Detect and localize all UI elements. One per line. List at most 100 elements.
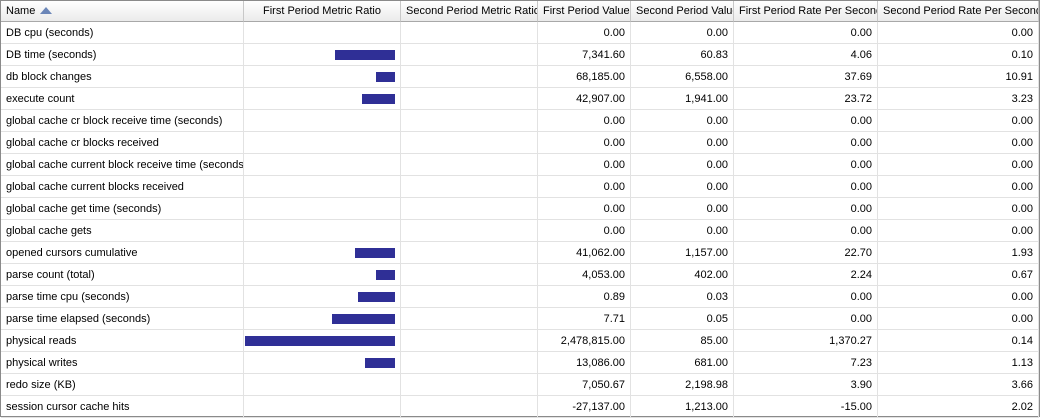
value-cell: 0.00 [631, 198, 734, 220]
value-cell-text: 2.24 [850, 269, 872, 281]
value-cell-text: 0.00 [603, 203, 625, 215]
row-name-text: execute count [6, 93, 75, 105]
value-cell: 0.00 [734, 22, 878, 44]
value-cell-text: 3.66 [1011, 379, 1033, 391]
value-cell-text: 0.00 [706, 115, 728, 127]
value-cell: 0.00 [878, 198, 1039, 220]
value-cell-text: 0.00 [1011, 291, 1033, 303]
column-header[interactable]: Name [1, 1, 244, 22]
value-cell-text: 0.00 [1011, 27, 1033, 39]
value-cell-text: 0.00 [603, 115, 625, 127]
sort-arrow[interactable] [40, 7, 53, 14]
value-cell: 0.00 [538, 132, 631, 154]
ratio-cell [244, 154, 401, 176]
value-cell: -27,137.00 [538, 396, 631, 418]
value-cell-text: 0.00 [1011, 159, 1033, 171]
value-cell-text: 0.00 [1011, 203, 1033, 215]
column-header[interactable]: First Period Metric Ratio [244, 1, 401, 22]
value-cell-text: 0.00 [1011, 137, 1033, 149]
value-cell-text: 2,478,815.00 [560, 335, 625, 347]
row-name: parse time cpu (seconds) [1, 286, 244, 308]
value-cell-text: 0.00 [706, 137, 728, 149]
value-cell: 0.00 [631, 132, 734, 154]
ratio-cell [401, 330, 538, 352]
ratio-cell [244, 176, 401, 198]
value-cell: 4.06 [734, 44, 878, 66]
row-name-text: global cache gets [6, 225, 92, 237]
value-cell: 0.00 [878, 286, 1039, 308]
value-cell: 0.10 [878, 44, 1039, 66]
value-cell: 85.00 [631, 330, 734, 352]
ratio-cell [244, 88, 401, 110]
row-name-text: DB time (seconds) [6, 49, 97, 61]
ratio-cell [401, 374, 538, 396]
column-header-text: First Period Metric Ratio [263, 5, 381, 17]
ratio-cell [244, 110, 401, 132]
ratio-cell [401, 176, 538, 198]
row-name: global cache current block receive time … [1, 154, 244, 176]
ratio-cell [401, 88, 538, 110]
column-header-text: First Period Value [543, 5, 630, 17]
value-cell-text: 1,213.00 [685, 401, 728, 413]
column-header[interactable]: Second Period Value [631, 1, 734, 22]
ratio-bar [365, 358, 395, 368]
row-name-text: global cache cr block receive time (seco… [6, 115, 223, 127]
value-cell-text: 10.91 [1005, 71, 1033, 83]
value-cell-text: 68,185.00 [576, 71, 625, 83]
value-cell-text: 60.83 [700, 49, 728, 61]
value-cell: 7,050.67 [538, 374, 631, 396]
ratio-cell [244, 374, 401, 396]
ratio-cell [401, 66, 538, 88]
value-cell-text: 42,907.00 [576, 93, 625, 105]
ratio-cell [244, 286, 401, 308]
value-cell-text: 41,062.00 [576, 247, 625, 259]
ratio-cell [244, 220, 401, 242]
value-cell-text: 1,941.00 [685, 93, 728, 105]
value-cell: 2.24 [734, 264, 878, 286]
value-cell: 681.00 [631, 352, 734, 374]
ratio-cell [244, 66, 401, 88]
row-name-text: parse time elapsed (seconds) [6, 313, 151, 325]
ratio-cell [401, 264, 538, 286]
value-cell-text: 0.10 [1011, 49, 1033, 61]
column-header[interactable]: Second Period Rate Per Second [878, 1, 1039, 22]
ratio-bar [362, 94, 395, 104]
value-cell-text: 0.00 [850, 27, 872, 39]
value-cell-text: 0.00 [1011, 181, 1033, 193]
ratio-cell [401, 396, 538, 418]
value-cell: 1.93 [878, 242, 1039, 264]
column-header[interactable]: Second Period Metric Ratio [401, 1, 538, 22]
ratio-cell [244, 132, 401, 154]
value-cell-text: 0.00 [850, 181, 872, 193]
value-cell: 0.00 [734, 132, 878, 154]
value-cell: 1,213.00 [631, 396, 734, 418]
ratio-bar [354, 248, 395, 258]
value-cell-text: 0.00 [850, 159, 872, 171]
value-cell: 0.00 [878, 176, 1039, 198]
value-cell-text: 2,198.98 [685, 379, 728, 391]
row-name: session cursor cache hits [1, 396, 244, 418]
column-header-text: Name [6, 5, 36, 17]
value-cell-text: 0.00 [603, 181, 625, 193]
row-name: global cache cr block receive time (seco… [1, 110, 244, 132]
value-cell: 0.00 [878, 132, 1039, 154]
value-cell-text: 7.71 [603, 313, 625, 325]
row-name: redo size (KB) [1, 374, 244, 396]
column-header-text: Second Period Value [636, 5, 734, 17]
column-header[interactable]: First Period Rate Per Second [734, 1, 878, 22]
value-cell: 4,053.00 [538, 264, 631, 286]
value-cell-text: 37.69 [844, 71, 872, 83]
value-cell-text: 0.00 [603, 159, 625, 171]
value-cell-text: 3.23 [1011, 93, 1033, 105]
ratio-cell [401, 286, 538, 308]
ratio-cell [401, 132, 538, 154]
value-cell-text: 0.00 [850, 291, 872, 303]
row-name-text: parse count (total) [6, 269, 95, 281]
value-cell: 0.00 [734, 110, 878, 132]
value-cell-text: 7,050.67 [582, 379, 625, 391]
column-header[interactable]: First Period Value [538, 1, 631, 22]
value-cell-text: 0.00 [603, 137, 625, 149]
value-cell-text: 0.00 [706, 225, 728, 237]
row-name: global cache cr blocks received [1, 132, 244, 154]
